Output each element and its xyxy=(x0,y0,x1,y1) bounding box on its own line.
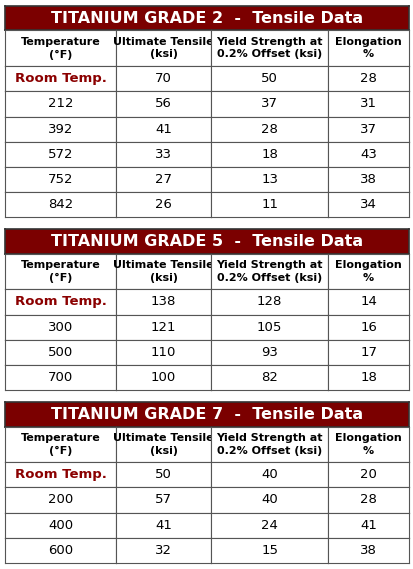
Text: 37: 37 xyxy=(359,122,376,135)
Text: 300: 300 xyxy=(48,321,73,333)
Text: 57: 57 xyxy=(155,493,172,506)
Text: 41: 41 xyxy=(155,519,171,531)
Text: Temperature
(°F): Temperature (°F) xyxy=(21,260,100,283)
Text: 40: 40 xyxy=(261,493,277,506)
Text: 32: 32 xyxy=(155,544,172,557)
Text: 38: 38 xyxy=(359,544,376,557)
Text: Room Temp.: Room Temp. xyxy=(14,468,106,481)
Text: 18: 18 xyxy=(261,148,278,161)
Text: 41: 41 xyxy=(359,519,376,531)
Text: 26: 26 xyxy=(155,198,171,211)
Text: 82: 82 xyxy=(261,371,278,384)
Text: 752: 752 xyxy=(47,173,73,186)
Text: Yield Strength at
0.2% Offset (ksi): Yield Strength at 0.2% Offset (ksi) xyxy=(216,37,322,60)
Text: 50: 50 xyxy=(261,72,278,85)
Text: TITANIUM GRADE 2  -  Tensile Data: TITANIUM GRADE 2 - Tensile Data xyxy=(51,11,362,26)
Text: 40: 40 xyxy=(261,468,277,481)
Text: Yield Strength at
0.2% Offset (ksi): Yield Strength at 0.2% Offset (ksi) xyxy=(216,261,322,283)
Text: 37: 37 xyxy=(261,97,278,110)
Text: 13: 13 xyxy=(261,173,278,186)
Text: 27: 27 xyxy=(155,173,172,186)
Text: 28: 28 xyxy=(359,493,376,506)
Text: 38: 38 xyxy=(359,173,376,186)
Text: 18: 18 xyxy=(359,371,376,384)
Text: 16: 16 xyxy=(359,321,376,333)
Text: 100: 100 xyxy=(151,371,176,384)
Text: 50: 50 xyxy=(155,468,171,481)
Text: 24: 24 xyxy=(261,519,278,531)
Text: TITANIUM GRADE 7  -  Tensile Data: TITANIUM GRADE 7 - Tensile Data xyxy=(51,407,362,422)
Text: 700: 700 xyxy=(48,371,73,384)
Text: Elongation
%: Elongation % xyxy=(335,37,401,60)
Text: Room Temp.: Room Temp. xyxy=(14,72,106,85)
Text: Elongation
%: Elongation % xyxy=(335,261,401,283)
Text: 93: 93 xyxy=(261,346,278,359)
Text: 128: 128 xyxy=(256,295,282,308)
Text: Elongation
%: Elongation % xyxy=(335,433,401,456)
Text: 70: 70 xyxy=(155,72,171,85)
Text: 20: 20 xyxy=(359,468,376,481)
Text: 200: 200 xyxy=(48,493,73,506)
Text: 842: 842 xyxy=(48,198,73,211)
Text: 14: 14 xyxy=(359,295,376,308)
Text: 28: 28 xyxy=(359,72,376,85)
Text: Temperature
(°F): Temperature (°F) xyxy=(21,37,100,60)
Text: 400: 400 xyxy=(48,519,73,531)
Text: 41: 41 xyxy=(155,122,171,135)
Text: Room Temp.: Room Temp. xyxy=(14,295,106,308)
Text: Temperature
(°F): Temperature (°F) xyxy=(21,433,100,456)
Text: 34: 34 xyxy=(359,198,376,211)
Text: 28: 28 xyxy=(261,122,278,135)
Text: 31: 31 xyxy=(359,97,376,110)
Text: 56: 56 xyxy=(155,97,171,110)
Text: 500: 500 xyxy=(48,346,73,359)
Text: 105: 105 xyxy=(256,321,282,333)
Text: Yield Strength at
0.2% Offset (ksi): Yield Strength at 0.2% Offset (ksi) xyxy=(216,433,322,456)
Text: 121: 121 xyxy=(150,321,176,333)
Text: 11: 11 xyxy=(261,198,278,211)
Text: 110: 110 xyxy=(150,346,176,359)
Text: 392: 392 xyxy=(48,122,73,135)
Text: 138: 138 xyxy=(150,295,176,308)
Text: 212: 212 xyxy=(47,97,73,110)
Text: 15: 15 xyxy=(261,544,278,557)
Text: 17: 17 xyxy=(359,346,376,359)
Text: Ultimate Tensile
(ksi): Ultimate Tensile (ksi) xyxy=(113,261,214,283)
Text: 572: 572 xyxy=(47,148,73,161)
Text: Ultimate Tensile
(ksi): Ultimate Tensile (ksi) xyxy=(113,433,214,456)
Text: Ultimate Tensile
(ksi): Ultimate Tensile (ksi) xyxy=(113,37,214,60)
Text: TITANIUM GRADE 5  -  Tensile Data: TITANIUM GRADE 5 - Tensile Data xyxy=(51,234,362,249)
Text: 33: 33 xyxy=(155,148,172,161)
Text: 600: 600 xyxy=(48,544,73,557)
Text: 43: 43 xyxy=(359,148,376,161)
